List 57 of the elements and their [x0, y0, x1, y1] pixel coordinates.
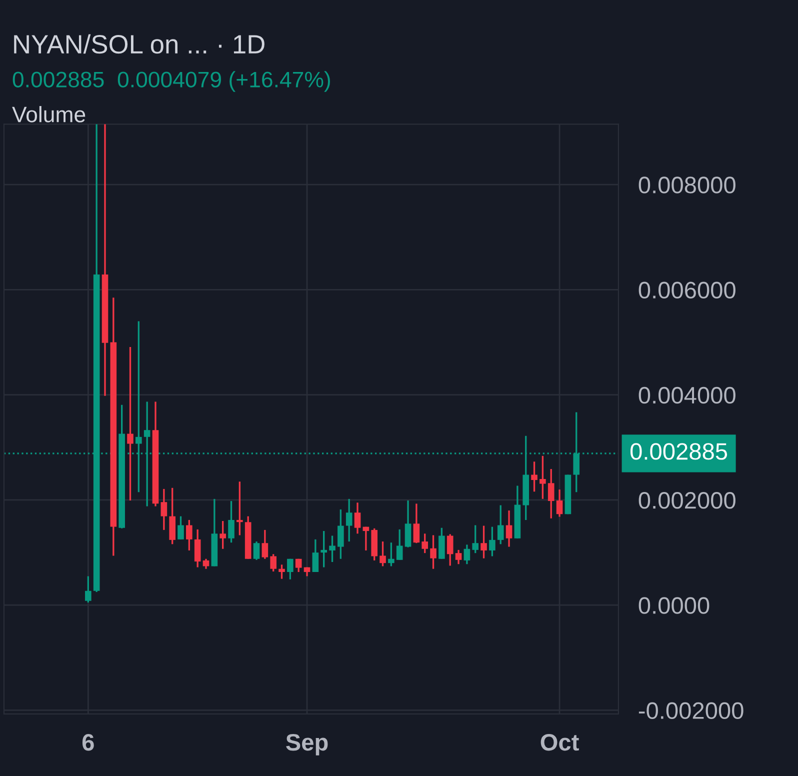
candlestick — [85, 575, 92, 604]
candlestick — [169, 487, 176, 545]
x-tick-label: Sep — [286, 734, 328, 756]
candlestick — [178, 515, 184, 540]
candlestick — [202, 558, 210, 570]
x-tick-label: Oct — [540, 734, 579, 751]
candlestick — [396, 528, 403, 561]
chart-title: NYAN/SOL on ... · 1D — [14, 34, 264, 54]
candlestick — [404, 500, 412, 548]
candlestick — [295, 558, 302, 573]
candlestick — [287, 558, 294, 580]
candlestick — [186, 519, 192, 552]
candlestick — [228, 500, 234, 544]
candlestick — [220, 520, 226, 550]
candlestick — [320, 530, 327, 568]
candlestick — [362, 526, 370, 552]
candlestick — [540, 455, 546, 500]
candlestick — [278, 564, 285, 580]
y-tick-label: -0.002000 — [638, 702, 744, 720]
candlestick — [489, 526, 496, 558]
candlestick — [329, 534, 336, 563]
y-tick-label: 0.006000 — [638, 282, 736, 299]
candlestick — [312, 538, 319, 573]
candlestick — [270, 553, 276, 572]
y-tick-label: 0.004000 — [638, 386, 736, 404]
candlestick — [253, 540, 260, 561]
candlestick — [430, 534, 436, 570]
candlestick — [422, 532, 428, 554]
ref-line-label: 0.002885 — [630, 443, 728, 460]
candlestick — [160, 488, 168, 531]
candlestick — [446, 533, 454, 567]
candlestick — [472, 524, 479, 554]
x-tick-label: 6 — [82, 734, 94, 751]
text: 0.002885 0.0004079 (+16.47%) — [12, 71, 330, 92]
candlestick — [127, 346, 134, 502]
candlestick — [464, 544, 470, 565]
candlestick — [548, 468, 554, 520]
y-tick-label: 0.002000 — [638, 492, 736, 509]
candlestick — [413, 502, 420, 544]
candlestick — [438, 527, 445, 560]
candlestick — [497, 504, 504, 545]
candlestick — [194, 528, 201, 568]
candlestick — [354, 502, 361, 534]
candlestick — [236, 480, 243, 536]
candlestick — [556, 488, 563, 518]
text: Volume — [12, 106, 86, 122]
candlestick — [346, 498, 352, 542]
candlestick — [388, 542, 394, 568]
candlestick — [531, 460, 538, 492]
candlestick — [338, 508, 344, 560]
y-tick-label: 0.008000 — [638, 176, 736, 194]
candlestick — [455, 549, 462, 565]
candlestick — [506, 510, 512, 548]
candlestick — [480, 524, 487, 560]
y-tick-label: 0.0000 — [638, 597, 710, 614]
candlestick — [262, 529, 268, 560]
candlestick — [380, 540, 386, 568]
